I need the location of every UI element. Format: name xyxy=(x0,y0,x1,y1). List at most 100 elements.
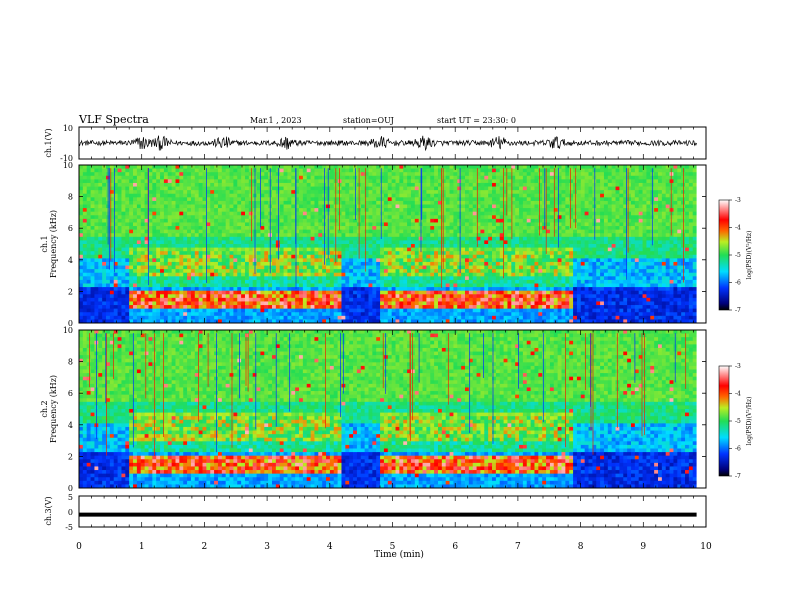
ch1-spectrogram-cell xyxy=(410,233,416,238)
ch1-spectrogram-cell xyxy=(98,261,103,266)
ch1-spectrogram-cell xyxy=(241,294,246,299)
ch1-spectrogram-cell xyxy=(302,315,308,320)
ch1-spectrogram-cell xyxy=(341,261,346,266)
ch1-spectrogram-cell xyxy=(214,240,219,245)
ch1-spectrogram-cell xyxy=(187,294,192,299)
ch1-spectrogram-cell xyxy=(198,179,203,184)
ch1-spectrogram-cell xyxy=(113,190,118,195)
ch1-spectrogram-cell xyxy=(515,182,520,187)
ch1-spectrogram-cell xyxy=(102,182,107,187)
ch1-spectrogram-cell xyxy=(140,290,146,295)
ch1-spectrogram-cell xyxy=(437,315,443,320)
ch1-spectrogram-cell xyxy=(109,254,115,259)
ch1-spectrogram-cell xyxy=(98,272,103,277)
ch1-spectrogram-cell xyxy=(133,283,138,288)
ch1-spectrogram-cell xyxy=(495,301,501,306)
ch1-spectrogram-cell xyxy=(202,200,207,205)
ch1-spectrogram-cell xyxy=(90,251,95,256)
ch1-spectrogram-cell xyxy=(279,251,284,256)
ch1-spectrogram-cell xyxy=(198,197,203,202)
ch1-spectrogram-cell xyxy=(241,312,246,317)
ch1-spectrogram-cell xyxy=(287,218,292,223)
ch1-spectrogram-cell xyxy=(453,279,458,284)
ch1-spectrogram-cell xyxy=(492,312,497,317)
ch1-spectrogram-cell xyxy=(492,251,497,256)
ch1-spectrogram-cell xyxy=(202,197,207,202)
ch1-spectrogram-cell xyxy=(214,294,219,299)
ch1-spectrogram-cell xyxy=(414,283,420,288)
ch1-spectrogram-cell xyxy=(376,222,381,227)
ch1-spectrogram-cell xyxy=(441,222,447,227)
ch1-spectrogram-cell xyxy=(225,175,230,180)
ch1-spectrogram-cell xyxy=(333,276,339,281)
ch1-spectrogram-cell xyxy=(465,182,470,187)
ch1-spectrogram-cell xyxy=(187,312,192,317)
ch1-spectrogram-cell xyxy=(337,244,342,248)
ch1-spectrogram-cell xyxy=(299,254,304,259)
ch1-spectrogram-cell xyxy=(136,229,142,234)
ch1-spectrogram-cell xyxy=(94,297,99,302)
ch1-spectrogram-cell xyxy=(179,182,184,187)
ch1-spectrogram-cell xyxy=(113,186,118,191)
ch1-spectrogram-cell xyxy=(102,222,107,227)
ch1-spectrogram-cell xyxy=(391,208,396,213)
ch1-spectrogram-cell xyxy=(430,211,435,216)
ch1-spectrogram-cell xyxy=(422,200,427,205)
ch1-spectrogram-cell xyxy=(395,261,400,266)
ch1-spectrogram-cell xyxy=(90,233,95,238)
ch1-spectrogram-cell xyxy=(468,168,474,173)
ch1-ytick-top: 10 xyxy=(63,124,73,133)
ch1-spectrogram-cell xyxy=(86,222,91,227)
ch1-spectrogram-cell xyxy=(279,297,284,302)
ch1-spectrogram-cell xyxy=(480,247,485,252)
ch1-spectrogram-cell xyxy=(90,319,95,324)
ch1-spectrogram-cell xyxy=(445,215,450,220)
ch1-spectrogram-cell xyxy=(117,315,122,320)
ch1-spectrogram-cell xyxy=(214,297,219,302)
ch1-spectrogram-cell xyxy=(329,175,335,180)
ch1-spectrogram-cell xyxy=(488,283,493,288)
ch1-spectrogram-cell xyxy=(214,193,219,198)
ch1-spectrogram-cell xyxy=(376,182,381,187)
ch1-spectrogram-cell xyxy=(457,229,462,234)
ch1-spectrogram-cell xyxy=(310,165,315,169)
ch1-spectrogram-cell xyxy=(426,236,431,241)
ch1-spectrogram-cell xyxy=(422,276,427,281)
ch1-spectrogram-cell xyxy=(449,247,454,252)
ch1-spectrogram-cell xyxy=(279,244,284,248)
ch1-spectrogram-cell xyxy=(152,190,157,195)
ch1-spectrogram-cell xyxy=(260,269,265,274)
ch1-spectrogram-cell xyxy=(341,283,346,288)
ch1-spectrogram-cell xyxy=(121,240,126,245)
ch1-spectrogram-cell xyxy=(407,301,412,306)
ch1-spectrogram-cell xyxy=(426,200,431,205)
ch1-spectrogram-cell xyxy=(94,186,99,191)
ch1-spectrogram-cell xyxy=(368,211,373,216)
ch1-spectrogram-cell xyxy=(210,233,215,238)
ch1-spectrogram-cell xyxy=(90,279,95,284)
ch1-spectrogram-cell xyxy=(418,265,423,270)
ch1-spectrogram-cell xyxy=(507,165,512,169)
ch1-spectrogram-cell xyxy=(383,172,389,177)
ch1-spectrogram-cell xyxy=(349,233,354,238)
ch1-spectrogram-cell xyxy=(113,204,118,209)
ch1-spectrogram-cell xyxy=(495,197,501,202)
ch1-spectrogram-cell xyxy=(329,261,335,266)
ch1-spectrogram-cell xyxy=(337,287,342,292)
ch1-spectrogram-cell xyxy=(187,319,192,324)
ch1-spectrogram-cell xyxy=(511,236,516,241)
ch1-spectrogram-cell xyxy=(136,315,142,320)
ch1-spectrogram-cell xyxy=(214,287,219,292)
ch1-spectrogram-cell xyxy=(144,182,149,187)
ch1-spectrogram-cell xyxy=(117,276,122,281)
ch1-spectrogram-cell xyxy=(98,218,103,223)
ch1-spectrogram-cell xyxy=(233,258,238,263)
ch1-spectrogram-cell xyxy=(495,165,501,169)
ch1-spectrogram-cell xyxy=(499,193,504,198)
ch1-spectrogram-cell xyxy=(79,308,84,313)
ch1-spectrogram-cell xyxy=(241,244,246,248)
ch1-spectrogram-cell xyxy=(121,168,126,173)
ch1-spectrogram-cell xyxy=(465,308,470,313)
ch1-spectrogram-cell xyxy=(395,186,400,191)
ch1-spectrogram-cell xyxy=(272,236,277,241)
